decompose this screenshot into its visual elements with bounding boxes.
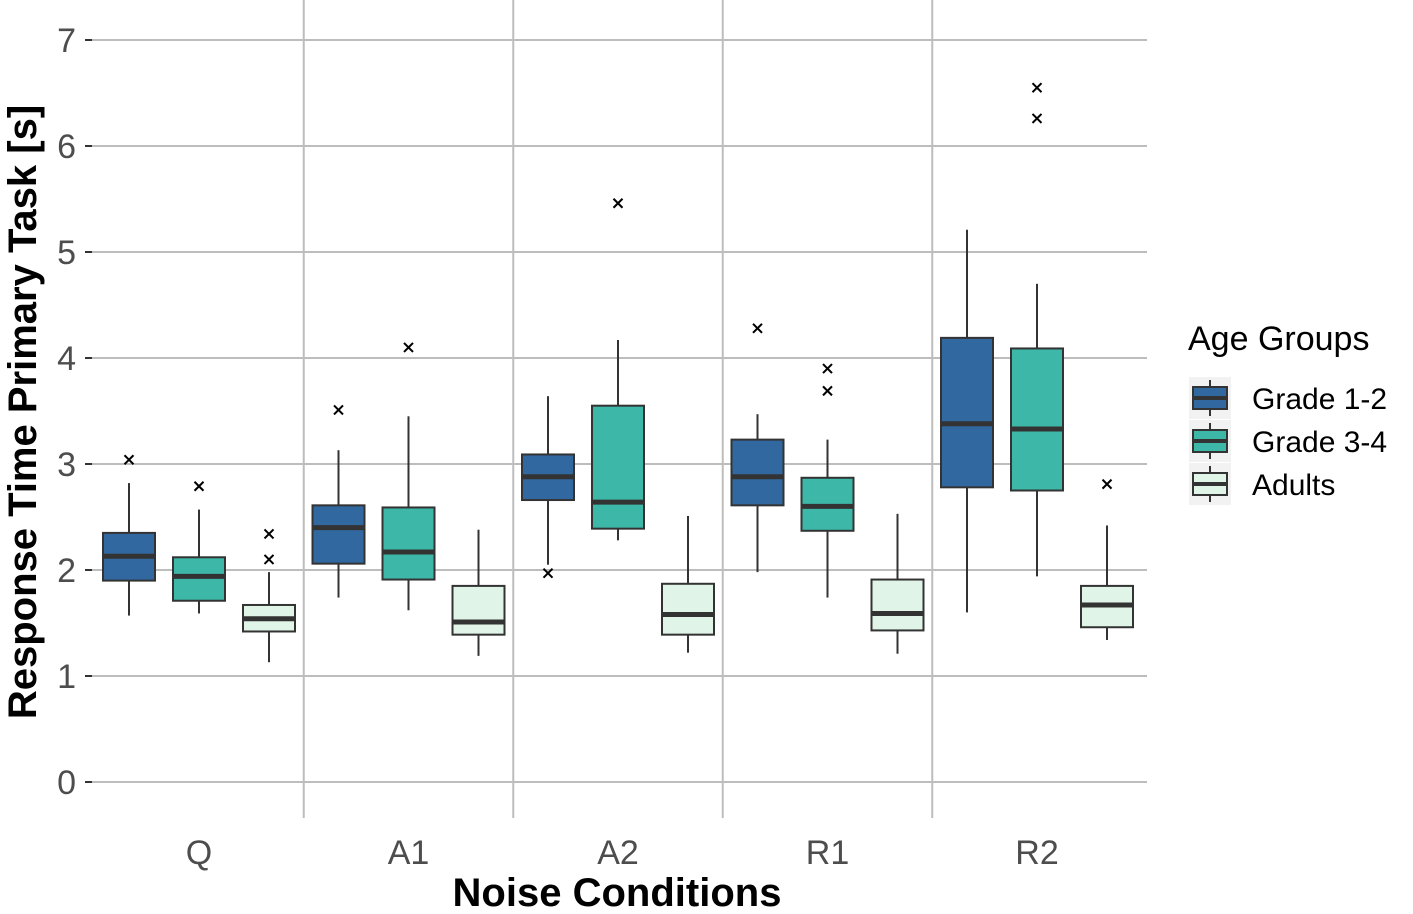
y-tick-labels: 0 1 2 3 4 5 6 7 xyxy=(57,22,76,802)
outlier-stroke xyxy=(263,528,275,540)
outlier-stroke xyxy=(123,454,135,465)
box-adults-a1 xyxy=(451,529,506,656)
legend: Age Groups Grade 1-2 Grade 3-4 Adults xyxy=(1188,320,1387,505)
y-tick-label: 6 xyxy=(57,128,76,166)
outlier-stroke xyxy=(263,554,275,565)
box-adults-q xyxy=(242,528,296,663)
outlier-stroke xyxy=(542,567,554,579)
outlier-stroke xyxy=(822,385,833,397)
y-tick-label: 1 xyxy=(57,658,76,696)
legend-keys: Grade 1-2 Grade 3-4 Adults xyxy=(1189,377,1387,505)
x-axis-title: Noise Conditions xyxy=(453,871,782,914)
outlier-stroke xyxy=(1031,113,1043,124)
box-iqr xyxy=(381,506,436,581)
box-adults-r2 xyxy=(1080,478,1134,640)
outlier-marker xyxy=(263,528,275,540)
x-tick-label: R2 xyxy=(1015,834,1058,872)
y-tick-label: 4 xyxy=(57,340,76,378)
legend-title: Age Groups xyxy=(1188,320,1369,358)
outlier-marker xyxy=(612,198,624,209)
box-iqr xyxy=(661,582,715,636)
box-grade-3-4-q xyxy=(172,481,226,614)
outlier-stroke xyxy=(193,481,205,492)
outlier-stroke xyxy=(1101,478,1113,490)
outlier-stroke xyxy=(752,323,763,334)
box-iqr xyxy=(730,438,785,507)
x-tick-label: A1 xyxy=(388,834,430,872)
outlier-marker xyxy=(822,385,833,397)
box-iqr xyxy=(311,504,366,565)
grid-layer xyxy=(85,0,1147,818)
x-tick-label: Q xyxy=(186,834,212,872)
outlier-stroke xyxy=(1031,82,1043,93)
outlier-marker xyxy=(403,342,414,353)
box-adults-r1 xyxy=(870,513,925,654)
x-tick-label: R1 xyxy=(806,834,849,872)
outlier-marker xyxy=(542,567,554,579)
box-grade-3-4-a1 xyxy=(381,342,436,611)
outlier-marker xyxy=(333,404,344,416)
y-tick-label: 7 xyxy=(57,22,76,60)
box-adults-a2 xyxy=(661,515,715,653)
box-iqr xyxy=(1010,347,1064,492)
y-axis-title: Response Time Primary Task [s] xyxy=(1,105,45,719)
box-layer xyxy=(102,82,1134,663)
y-tick-label: 3 xyxy=(57,446,76,484)
legend-label: Grade 1-2 xyxy=(1252,383,1387,416)
legend-key-grade-3-4: Grade 3-4 xyxy=(1189,420,1387,462)
y-tick-label: 0 xyxy=(57,764,76,802)
x-tick-labels: Q A1 A2 R1 R2 xyxy=(186,834,1059,872)
outlier-stroke xyxy=(822,363,833,374)
legend-key-adults: Adults xyxy=(1189,463,1335,505)
outlier-marker xyxy=(1031,82,1043,93)
outlier-marker xyxy=(1101,478,1113,490)
box-iqr xyxy=(451,584,506,636)
y-tick-label: 2 xyxy=(57,552,76,590)
legend-label: Adults xyxy=(1252,469,1335,502)
box-iqr xyxy=(591,404,645,530)
box-grade-1-2-q xyxy=(102,454,156,616)
box-iqr xyxy=(172,556,226,602)
outlier-marker xyxy=(263,554,275,565)
outlier-stroke xyxy=(333,404,344,416)
legend-label: Grade 3-4 xyxy=(1252,426,1387,459)
outlier-marker xyxy=(822,363,833,374)
outlier-marker xyxy=(752,323,763,334)
box-iqr xyxy=(940,336,994,489)
legend-key-grade-1-2: Grade 1-2 xyxy=(1189,377,1387,419)
y-tick-label: 5 xyxy=(57,234,76,272)
box-grade-1-2-r1 xyxy=(730,323,785,573)
box-iqr xyxy=(870,578,925,632)
box-grade-3-4-r1 xyxy=(800,363,855,598)
x-tick-label: A2 xyxy=(597,834,639,872)
box-grade-3-4-a2 xyxy=(591,198,645,541)
box-grade-1-2-r2 xyxy=(940,229,994,613)
box-grade-1-2-a2 xyxy=(521,396,575,579)
box-grade-1-2-a1 xyxy=(311,404,366,598)
box-grade-3-4-r2 xyxy=(1010,82,1064,577)
outlier-marker xyxy=(193,481,205,492)
outlier-stroke xyxy=(403,342,414,353)
outlier-stroke xyxy=(612,198,624,209)
outlier-marker xyxy=(123,454,135,465)
outlier-marker xyxy=(1031,113,1043,124)
